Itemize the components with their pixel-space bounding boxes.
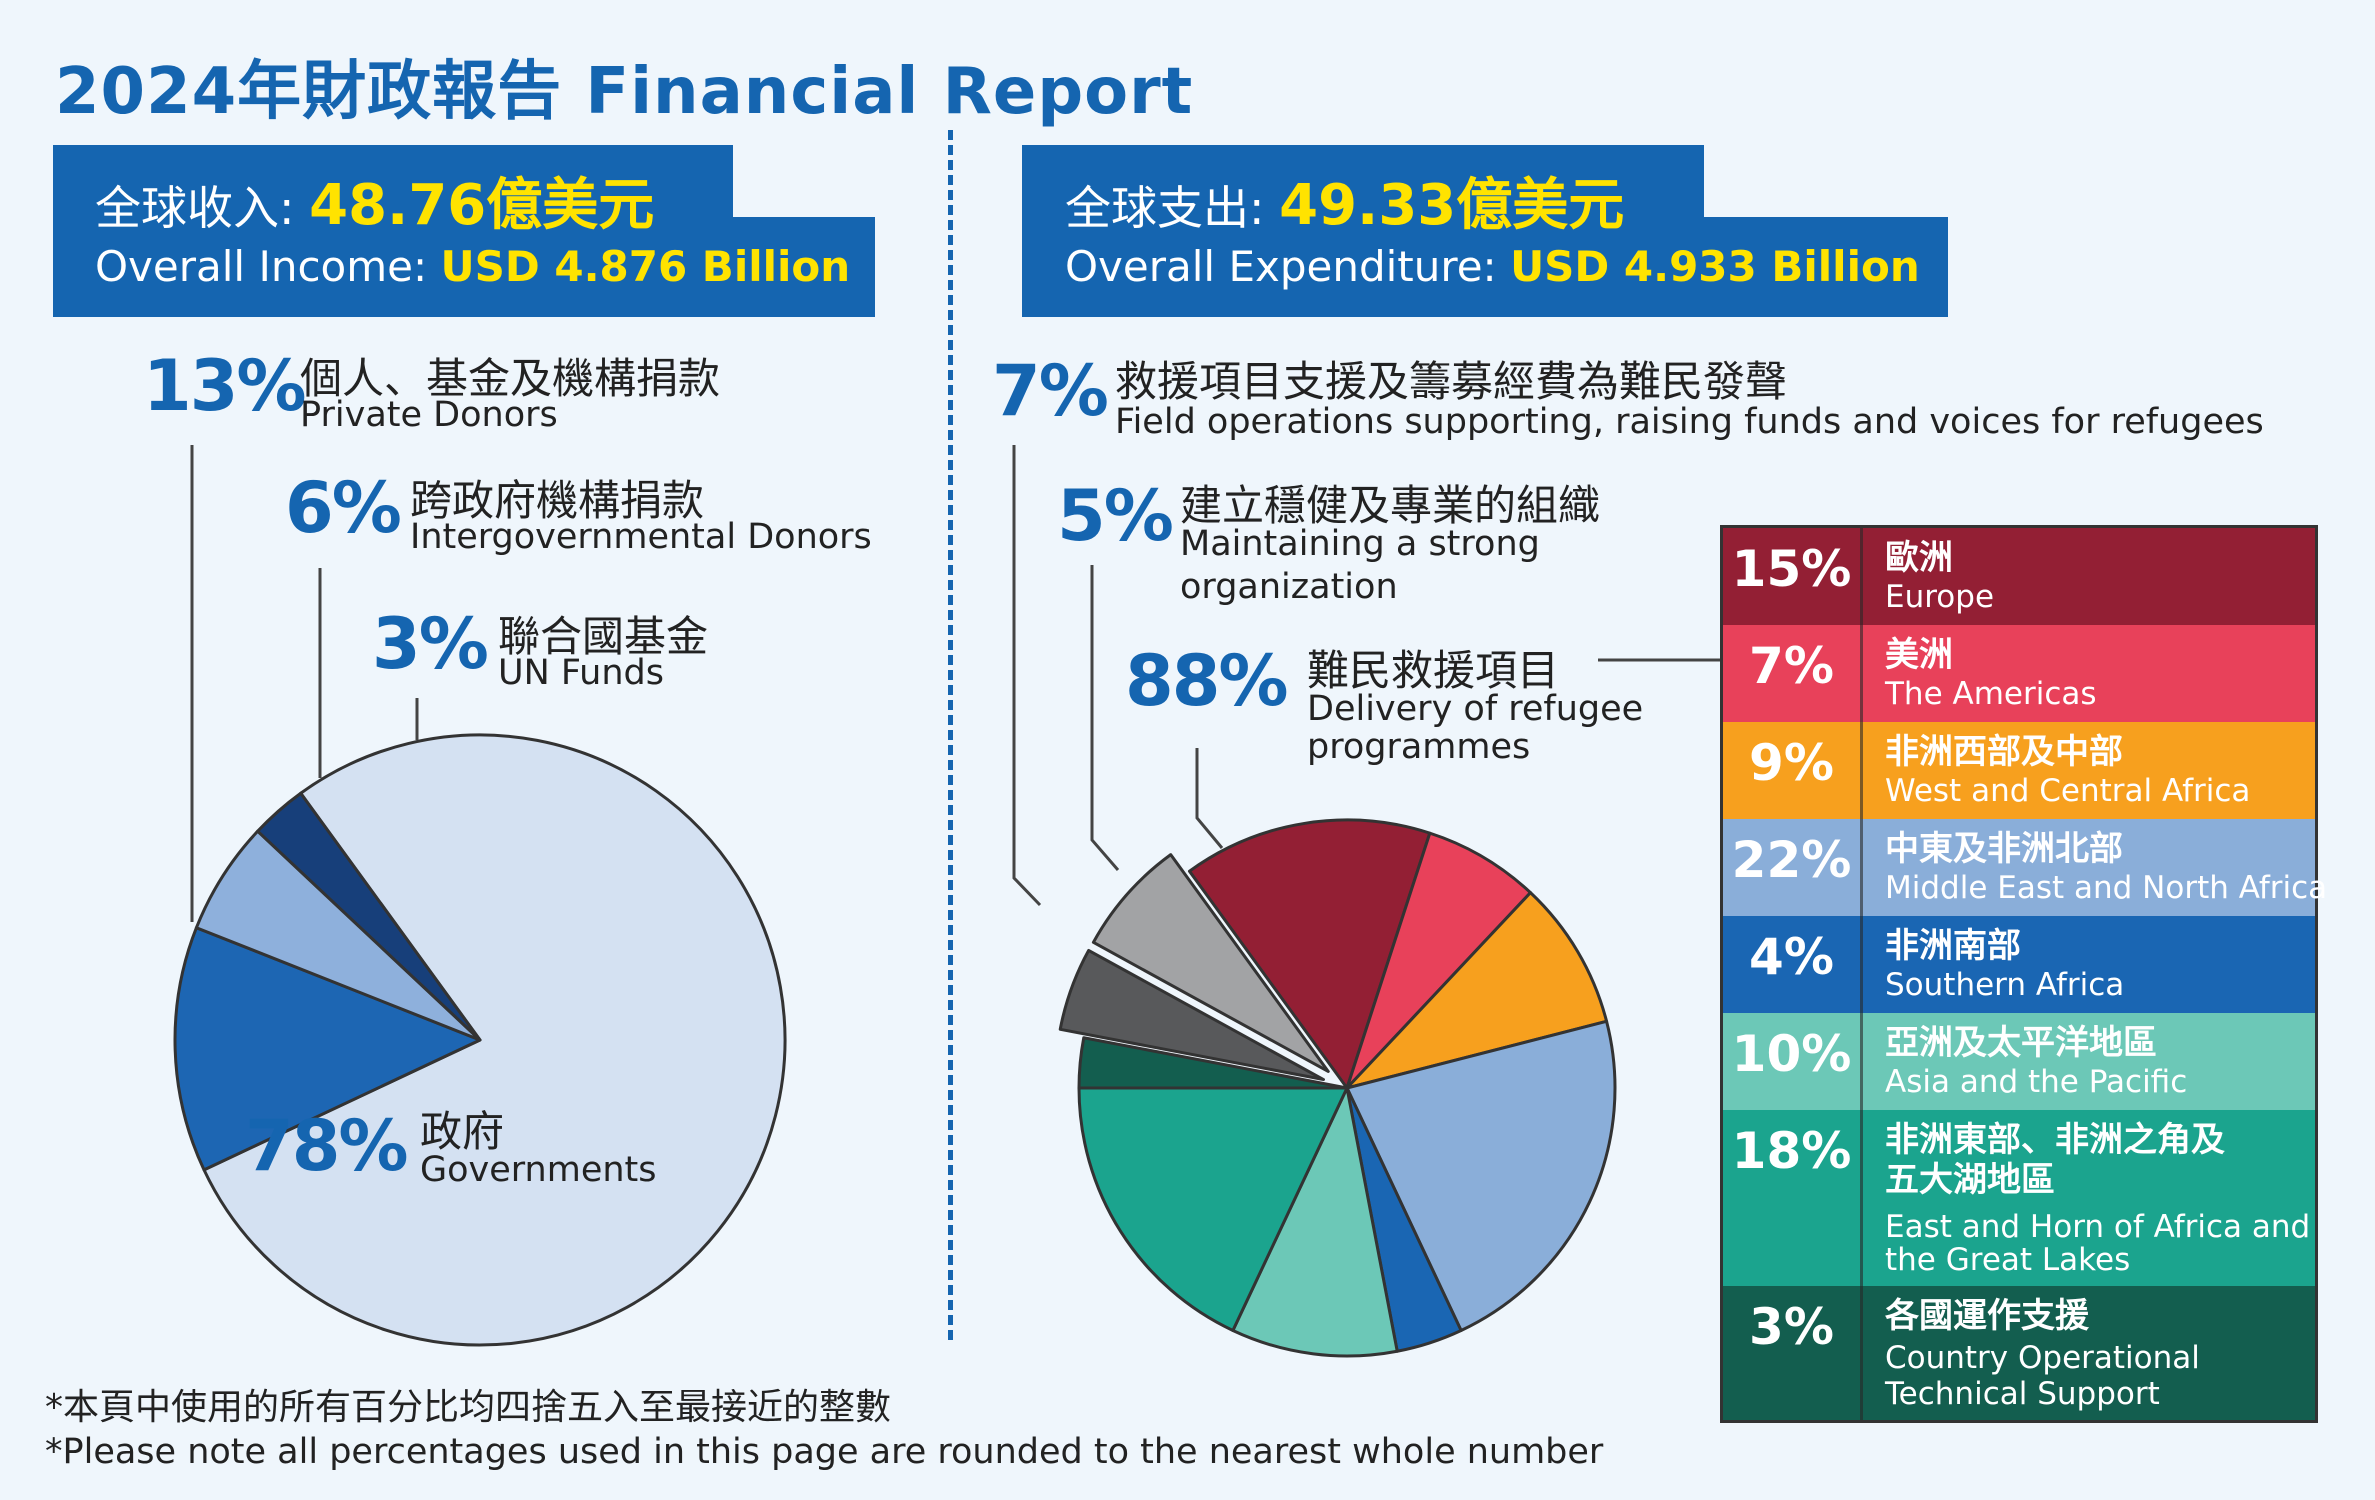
programmes-en-1: Delivery of refugee: [1307, 689, 1644, 729]
programmes-en-2: programmes: [1307, 727, 1531, 767]
legend-zh: 非洲西部及中部: [1885, 732, 2123, 772]
organization-pct: 5%: [1057, 475, 1174, 557]
pie-slice-asia-and-the-pacific: [1231, 1086, 1399, 1358]
expenditure-value-en: USD 4.933 Billion: [1510, 242, 1920, 291]
legend-en-2: Technical Support: [1885, 1376, 2160, 1412]
legend-en: Europe: [1885, 579, 1995, 615]
legend-pct: 15%: [1723, 528, 1863, 625]
field-ops-zh: 救援項目支援及籌募經費為難民發聲: [1115, 357, 1788, 406]
expenditure-heading-en: Overall Expenditure: USD 4.933 Billion: [1065, 242, 1920, 291]
private-donors-en: Private Donors: [300, 395, 558, 435]
organization-zh: 建立穩健及專業的組織: [1180, 481, 1601, 530]
pie-slice-middle-east-and-north-africa: [1345, 1019, 1617, 1332]
governments-zh: 政府: [420, 1107, 505, 1156]
pie-slice-west-and-central-africa: [1345, 891, 1609, 1090]
field-ops-pct: 7%: [992, 350, 1109, 432]
legend-row-east-horn-africa: 18% 非洲東部、非洲之角及 五大湖地區 East and Horn of Af…: [1723, 1110, 2315, 1286]
legend-row-mena: 22% 中東及非洲北部 Middle East and North Africa: [1723, 819, 2327, 916]
expenditure-value-zh: 49.33億美元: [1279, 173, 1625, 238]
legend-pct: 4%: [1723, 916, 1863, 1013]
legend-pct: 22%: [1723, 819, 1863, 916]
legend-zh-1: 非洲東部、非洲之角及: [1885, 1120, 2225, 1160]
legend-zh: 中東及非洲北部: [1885, 829, 2123, 869]
pie-slice-east-and-horn-of-africa-and-the-great-lakes: [1077, 1086, 1349, 1332]
legend-pct: 9%: [1723, 722, 1863, 819]
legend-en-1: East and Horn of Africa and: [1885, 1209, 2311, 1245]
intergov-donors-pct: 6%: [285, 467, 402, 549]
pie-slice-governments: [202, 733, 787, 1347]
income-value-zh: 48.76億美元: [309, 173, 655, 238]
pie-slice-maintaining-a-strong-organization: [1058, 948, 1325, 1082]
expenditure-box-bottom: [1022, 217, 1948, 317]
leader-lines: [190, 445, 1720, 922]
legend-zh-2: 五大湖地區: [1885, 1160, 2055, 1200]
footnote-zh: *本頁中使用的所有百分比均四捨五入至最接近的整數: [45, 1387, 892, 1428]
pie-slice-country-operational-technical-support: [1077, 1036, 1349, 1090]
income-heading-zh: 全球收入: 48.76億美元: [95, 160, 654, 241]
legend-zh: 亞洲及太平洋地區: [1885, 1023, 2157, 1063]
income-value-en: USD 4.876 Billion: [440, 242, 851, 291]
footnote-en: *Please note all percentages used in thi…: [45, 1432, 1604, 1472]
field-ops-en: Field operations supporting, raising fun…: [1115, 402, 2264, 442]
organization-en-2: organization: [1180, 567, 1398, 607]
legend-row-southern-africa: 4% 非洲南部 Southern Africa: [1723, 916, 2315, 1013]
legend-en: The Americas: [1885, 676, 2097, 712]
programmes-pct: 88%: [1125, 640, 1289, 722]
divider: [948, 130, 953, 1340]
programmes-zh: 難民救援項目: [1307, 646, 1560, 695]
un-funds-en: UN Funds: [498, 653, 664, 693]
pie-slice-europe: [1187, 818, 1432, 1090]
un-funds-zh: 聯合國基金: [498, 612, 709, 661]
legend-en: Middle East and North Africa: [1885, 870, 2328, 906]
legend-pct: 18%: [1723, 1110, 1863, 1286]
un-funds-pct: 3%: [372, 603, 489, 685]
pie-slice-the-americas: [1345, 831, 1532, 1090]
legend-zh: 歐洲: [1885, 538, 1953, 578]
legend-pct: 7%: [1723, 625, 1863, 722]
income-box-bottom: [53, 217, 875, 317]
page-title: 2024年財政報告 Financial Report: [55, 55, 1194, 129]
legend-en: Southern Africa: [1885, 967, 2125, 1003]
legend-en: West and Central Africa: [1885, 773, 2251, 809]
expenditure-label-en: Overall Expenditure:: [1065, 242, 1511, 291]
legend-zh: 美洲: [1885, 635, 1953, 675]
pie-slice-un-funds: [256, 791, 482, 1042]
legend-row-americas: 7% 美洲 The Americas: [1723, 625, 2315, 722]
pie-slice-field-operations-supporting-raising-funds-and-voices-for-refugees: [1091, 853, 1330, 1073]
income-pie: [173, 733, 787, 1347]
legend-row-country-support: 3% 各國運作支援 Country Operational Technical …: [1723, 1286, 2315, 1420]
legend-row-europe: 15% 歐洲 Europe: [1723, 528, 2315, 625]
pie-slice-private-donors: [173, 926, 482, 1172]
legend-en-2: the Great Lakes: [1885, 1242, 2131, 1278]
organization-en-1: Maintaining a strong: [1180, 524, 1540, 564]
governments-en: Governments: [420, 1150, 657, 1190]
leader-field-ops: [1012, 445, 1042, 907]
leader-programmes: [1195, 748, 1224, 849]
intergov-donors-en: Intergovernmental Donors: [410, 517, 872, 557]
region-legend: 15% 歐洲 Europe 7% 美洲 The Americas 9% 非洲西部…: [1720, 525, 2327, 1423]
governments-pct: 78%: [245, 1105, 409, 1187]
legend-zh: 非洲南部: [1885, 926, 2021, 966]
income-heading-en: Overall Income: USD 4.876 Billion: [95, 242, 850, 291]
legend-en-1: Country Operational: [1885, 1340, 2200, 1376]
expenditure-label-zh: 全球支出:: [1065, 181, 1280, 235]
intergov-donors-zh: 跨政府機構捐款: [410, 476, 705, 525]
legend-en: Asia and the Pacific: [1885, 1064, 2188, 1100]
income-box-top: [53, 145, 733, 225]
legend-row-asia-pacific: 10% 亞洲及太平洋地區 Asia and the Pacific: [1723, 1013, 2315, 1110]
income-label-zh: 全球收入:: [95, 181, 310, 235]
private-donors-pct: 13%: [143, 345, 307, 427]
income-label-en: Overall Income:: [95, 242, 441, 291]
expenditure-box-top: [1022, 145, 1704, 225]
legend-pct: 3%: [1723, 1286, 1863, 1420]
legend-pct: 10%: [1723, 1013, 1863, 1110]
legend-zh: 各國運作支援: [1885, 1296, 2089, 1336]
legend-row-west-central-africa: 9% 非洲西部及中部 West and Central Africa: [1723, 722, 2315, 819]
leader-organization: [1090, 565, 1120, 871]
expenditure-heading-zh: 全球支出: 49.33億美元: [1065, 160, 1624, 241]
expenditure-pie: [1058, 818, 1617, 1358]
private-donors-zh: 個人、基金及機構捐款: [300, 354, 721, 403]
